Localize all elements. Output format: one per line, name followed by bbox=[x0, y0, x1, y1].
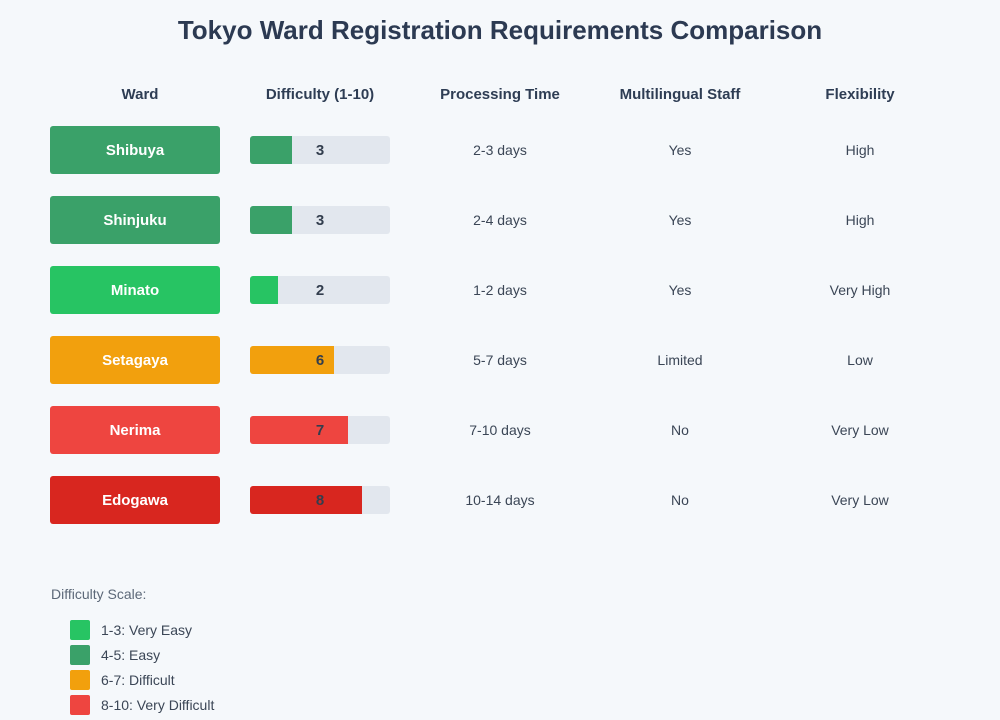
legend-item: 6-7: Difficult bbox=[70, 670, 470, 695]
legend-label: 8-10: Very Difficult bbox=[101, 697, 215, 713]
difficulty-bar: 7 bbox=[250, 416, 390, 444]
difficulty-value: 6 bbox=[315, 351, 325, 369]
difficulty-bar-fill bbox=[250, 206, 292, 234]
difficulty-bar-fill bbox=[250, 276, 278, 304]
table-row: Shinjuku 3 2-4 days Yes High bbox=[0, 185, 1000, 255]
flexibility-cell: High bbox=[845, 142, 875, 158]
difficulty-bar: 3 bbox=[250, 206, 390, 234]
table-row: Minato 2 1-2 days Yes Very High bbox=[0, 255, 1000, 325]
difficulty-bar: 6 bbox=[250, 346, 390, 374]
legend-swatch-very-easy bbox=[70, 620, 90, 640]
difficulty-value: 3 bbox=[315, 141, 325, 159]
table-row: Edogawa 8 10-14 days No Very Low bbox=[0, 465, 1000, 535]
flexibility-cell: High bbox=[845, 212, 875, 228]
processing-time-cell: 7-10 days bbox=[469, 422, 531, 438]
legend-swatch-very-difficult bbox=[70, 695, 90, 715]
page-title: Tokyo Ward Registration Requirements Com… bbox=[177, 15, 823, 45]
table-header-row: Ward Difficulty (1-10) Processing Time M… bbox=[0, 86, 1000, 106]
processing-time-cell: 5-7 days bbox=[473, 352, 527, 368]
legend-label: 4-5: Easy bbox=[101, 647, 161, 663]
multilingual-staff-cell: No bbox=[671, 492, 689, 508]
ward-button[interactable]: Minato bbox=[50, 266, 220, 314]
ward-button[interactable]: Edogawa bbox=[50, 476, 220, 524]
column-header-multilingual-staff: Multilingual Staff bbox=[619, 86, 741, 103]
legend-label: 1-3: Very Easy bbox=[101, 622, 193, 638]
difficulty-bar-fill bbox=[250, 346, 334, 374]
multilingual-staff-cell: No bbox=[671, 422, 689, 438]
legend-item: 8-10: Very Difficult bbox=[70, 695, 470, 720]
multilingual-staff-cell: Yes bbox=[668, 142, 692, 158]
legend: 1-3: Very Easy 4-5: Easy 6-7: Difficult … bbox=[70, 620, 470, 720]
legend-label: 6-7: Difficult bbox=[101, 672, 175, 688]
processing-time-cell: 2-3 days bbox=[473, 142, 527, 158]
processing-time-cell: 1-2 days bbox=[473, 282, 527, 298]
difficulty-bar-fill bbox=[250, 416, 348, 444]
difficulty-bar-fill bbox=[250, 136, 292, 164]
multilingual-staff-cell: Limited bbox=[657, 352, 703, 368]
ward-button[interactable]: Shinjuku bbox=[50, 196, 220, 244]
legend-item: 1-3: Very Easy bbox=[70, 620, 470, 645]
column-header-flexibility: Flexibility bbox=[825, 86, 895, 103]
multilingual-staff-cell: Yes bbox=[668, 282, 692, 298]
difficulty-bar-fill bbox=[250, 486, 362, 514]
column-header-processing-time: Processing Time bbox=[440, 86, 560, 103]
difficulty-value: 2 bbox=[315, 281, 325, 299]
column-header-ward: Ward bbox=[121, 86, 159, 103]
table-row: Nerima 7 7-10 days No Very Low bbox=[0, 395, 1000, 465]
processing-time-cell: 10-14 days bbox=[465, 492, 535, 508]
difficulty-bar: 8 bbox=[250, 486, 390, 514]
flexibility-cell: Low bbox=[847, 352, 873, 368]
ward-button[interactable]: Nerima bbox=[50, 406, 220, 454]
table-row: Setagaya 6 5-7 days Limited Low bbox=[0, 325, 1000, 395]
difficulty-bar: 3 bbox=[250, 136, 390, 164]
table-body: Shibuya 3 2-3 days Yes High Shinjuku 3 2… bbox=[0, 115, 1000, 535]
difficulty-bar: 2 bbox=[250, 276, 390, 304]
legend-item: 4-5: Easy bbox=[70, 645, 470, 670]
ward-button[interactable]: Setagaya bbox=[50, 336, 220, 384]
legend-swatch-difficult bbox=[70, 670, 90, 690]
legend-swatch-easy bbox=[70, 645, 90, 665]
table-row: Shibuya 3 2-3 days Yes High bbox=[0, 115, 1000, 185]
processing-time-cell: 2-4 days bbox=[473, 212, 527, 228]
difficulty-value: 3 bbox=[315, 211, 325, 229]
legend-title: Difficulty Scale: bbox=[51, 586, 147, 602]
flexibility-cell: Very High bbox=[829, 282, 891, 298]
difficulty-value: 8 bbox=[315, 491, 325, 509]
flexibility-cell: Very Low bbox=[831, 422, 889, 438]
ward-button[interactable]: Shibuya bbox=[50, 126, 220, 174]
multilingual-staff-cell: Yes bbox=[668, 212, 692, 228]
column-header-difficulty: Difficulty (1-10) bbox=[265, 86, 375, 103]
difficulty-value: 7 bbox=[315, 421, 325, 439]
flexibility-cell: Very Low bbox=[831, 492, 889, 508]
